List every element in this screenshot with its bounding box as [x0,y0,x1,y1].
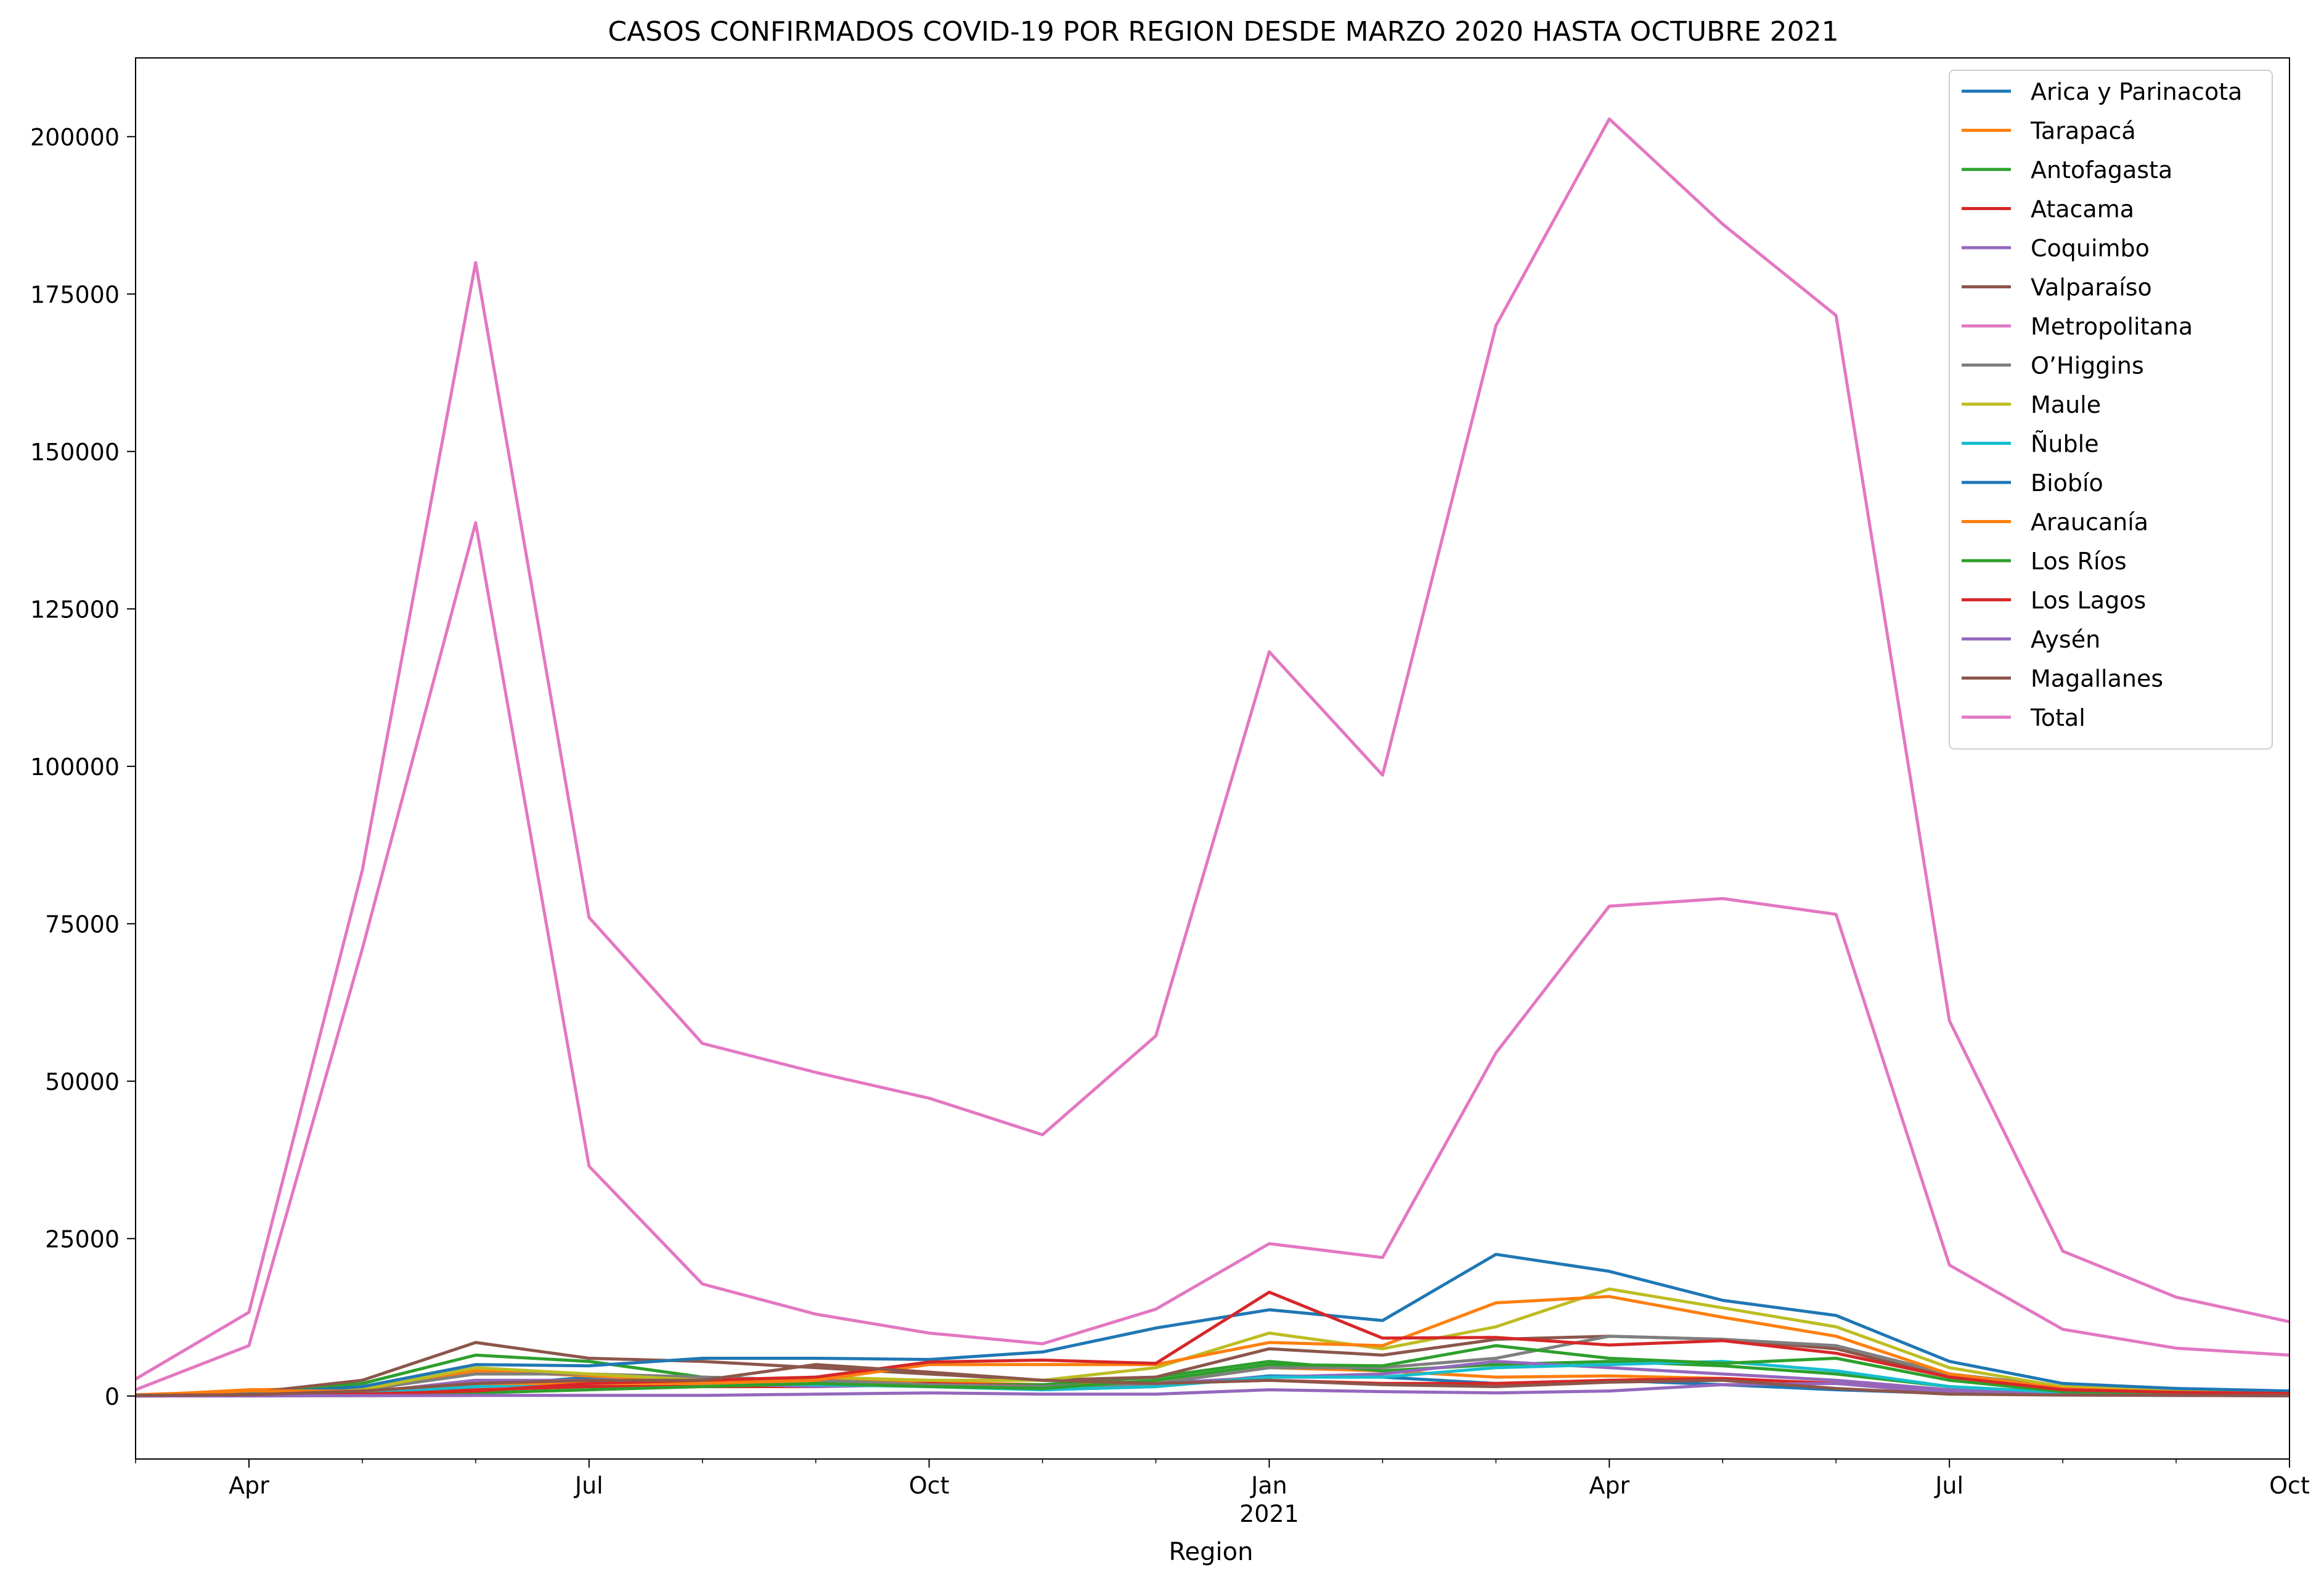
chart-title: CASOS CONFIRMADOS COVID-19 POR REGION DE… [608,16,1838,47]
series-line-4 [135,1360,2290,1397]
y-tick-label: 0 [105,1383,120,1410]
legend-label: Biobío [2031,469,2103,497]
series-line-6 [135,521,2290,1391]
x-axis-label: Region [1169,1538,1254,1566]
legend-label: Maule [2031,391,2101,418]
legend-label: Los Lagos [2031,587,2146,614]
legend-label: Tarapacá [2030,118,2136,145]
y-tick-label: 200000 [30,124,120,151]
legend-label: Aysén [2031,626,2100,653]
y-axis: 0 25000 50000 75000 100000 125000 150000 175000… [30,124,136,1410]
y-tick-label: 25000 [45,1225,120,1253]
x-tick-label: Apr [1589,1472,1629,1499]
legend-label: Atacama [2031,196,2134,223]
plot-frame [135,57,2290,1460]
legend-label: Antofagasta [2031,156,2172,184]
legend-box [1949,70,2273,750]
series-line-15 [135,1363,2290,1397]
series-line-12 [135,1344,2290,1397]
x-tick-label: Jul [574,1472,603,1499]
x-tick-sublabel: 2021 [1239,1500,1299,1527]
legend-label: Total [2030,704,2085,731]
y-tick-label: 100000 [30,754,120,781]
x-tick-label: Oct [909,1472,950,1499]
series-line-13 [135,1290,2290,1397]
plot-area [134,57,2290,1460]
legend-label: Araucanía [2031,509,2148,536]
legend-label: Ñuble [2031,431,2099,458]
x-tick-label: Apr [229,1472,269,1499]
series-line-14 [135,1381,2290,1398]
series-line-8 [135,1287,2290,1397]
legend-label: O’Higgins [2031,352,2144,380]
x-tick-label: Jan [1250,1472,1287,1499]
x-tick-label: Jul [1934,1472,1963,1499]
x-tick-label: Oct [2269,1472,2310,1499]
series-line-16 [134,117,2290,1381]
legend: Arica y Parinacota Tarapacá Antofagasta Ata… [1949,70,2273,750]
legend-label: Los Ríos [2031,548,2127,575]
y-tick-label: 75000 [45,911,120,938]
legend-label: Coquimbo [2031,235,2150,262]
y-tick-label: 125000 [30,596,120,623]
y-tick-label: 175000 [30,281,120,308]
legend-label: Metropolitana [2031,313,2193,340]
legend-label: Arica y Parinacota [2031,78,2242,105]
legend-label: Magallanes [2031,665,2163,693]
y-tick-label: 50000 [45,1068,120,1095]
y-tick-label: 150000 [30,439,120,466]
series-line-10 [135,1253,2290,1397]
legend-label: Valparaíso [2031,274,2152,301]
